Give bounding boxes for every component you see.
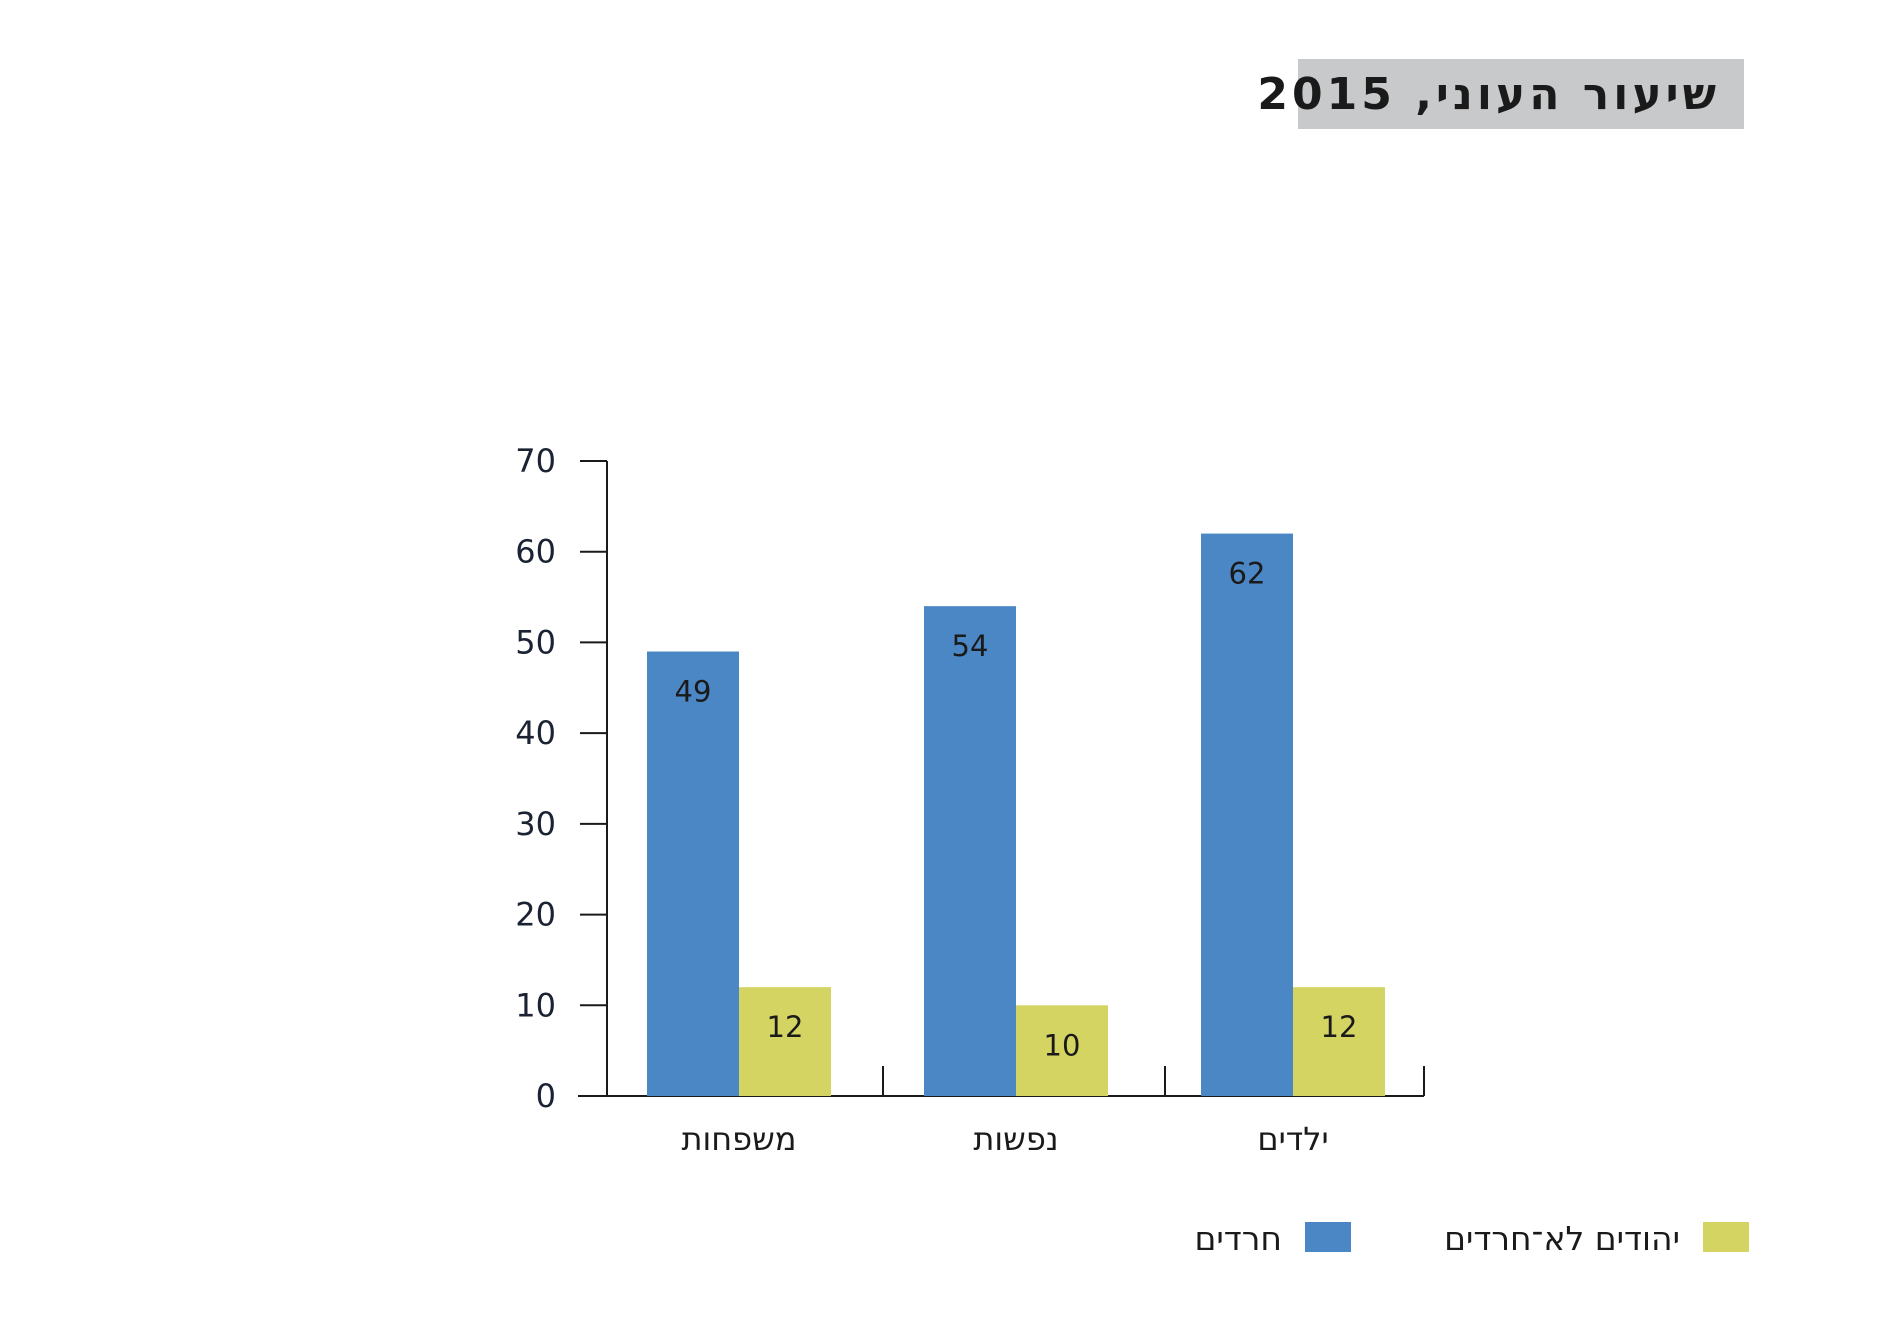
x-category-label: משפחות [681, 1120, 796, 1158]
legend-label: יהודים לא־חרדים [1444, 1219, 1680, 1258]
y-tick-label: 30 [515, 805, 556, 843]
bar [924, 606, 1016, 1096]
data-label: 12 [767, 1010, 804, 1044]
bar [647, 651, 739, 1096]
x-category-label: ילדים [1257, 1120, 1328, 1158]
y-tick-label: 60 [515, 533, 556, 571]
data-label: 12 [1321, 1010, 1358, 1044]
chart-bars [647, 533, 1385, 1096]
y-tick-label: 0 [536, 1077, 556, 1115]
bar [1201, 533, 1293, 1096]
data-label: 62 [1229, 557, 1266, 591]
chart-legend: יהודים לא־חרדים חרדים [1195, 1219, 1749, 1258]
data-label: 49 [675, 675, 712, 709]
y-tick-label: 40 [515, 714, 556, 752]
chart-labels: 49 12 משפחות 54 10 נפשות 62 12 ילדים [675, 557, 1358, 1158]
x-category-label: נפשות [973, 1120, 1058, 1158]
y-tick-label: 70 [515, 442, 556, 480]
bar [739, 987, 831, 1096]
bar [1293, 987, 1385, 1096]
legend-swatch [1703, 1222, 1749, 1252]
chart-title-box: שיעור העוני, 2015 [1257, 59, 1744, 129]
data-label: 10 [1044, 1028, 1081, 1062]
bar [1016, 1005, 1108, 1096]
y-tick-label: 10 [515, 986, 556, 1024]
legend-label: חרדים [1195, 1219, 1282, 1258]
data-label: 54 [952, 629, 989, 663]
y-tick-label: 20 [515, 896, 556, 934]
chart-title: שיעור העוני, 2015 [1257, 68, 1720, 120]
y-tick-label: 50 [515, 623, 556, 661]
legend-swatch [1305, 1222, 1351, 1252]
